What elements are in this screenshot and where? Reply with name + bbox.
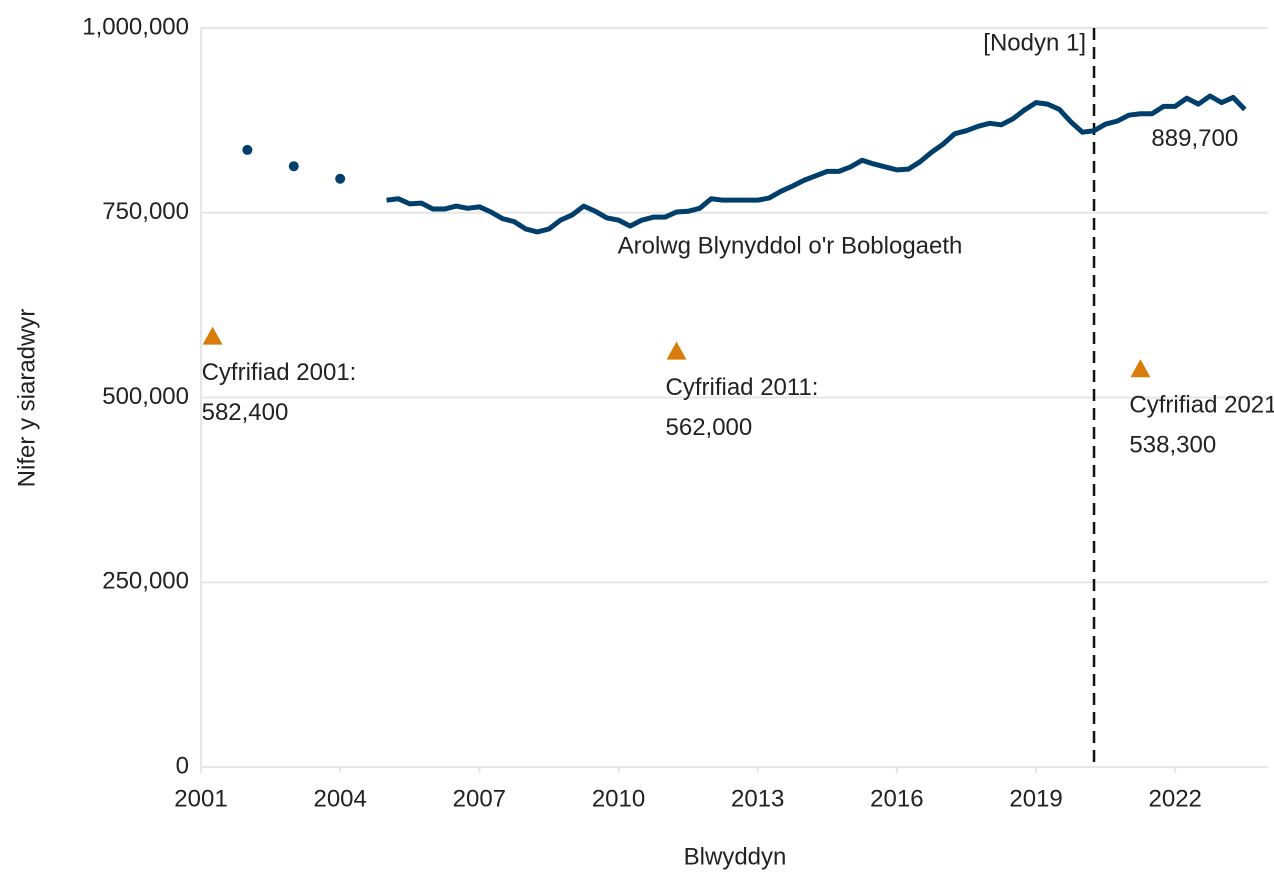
y-tick-label: 500,000: [102, 383, 189, 410]
triangle: [202, 326, 223, 345]
end-value-label: 889,700: [1151, 125, 1238, 152]
census-label: Cyfrifiad 2011:: [666, 374, 819, 401]
census-label: Cyfrifiad 2021: [1129, 392, 1274, 419]
x-tick-label: 2007: [453, 785, 506, 812]
line: [386, 93, 1247, 235]
triangle: [1130, 359, 1151, 378]
dot: [335, 173, 346, 184]
x-tick-label: 2010: [592, 785, 645, 812]
x-tick-label: 2013: [731, 785, 784, 812]
x-tick-label: 2004: [313, 785, 366, 812]
census-value-label: 538,300: [1129, 432, 1216, 459]
y-tick-label: 1,000,000: [82, 13, 189, 40]
x-tick-label: 2019: [1009, 785, 1062, 812]
x-axis-label: Blwyddyn: [684, 843, 787, 870]
y-tick-label: 250,000: [102, 568, 189, 595]
dot: [288, 161, 299, 172]
note-label: [Nodyn 1]: [983, 29, 1086, 56]
y-axis-label: Nifer y siaradwyr: [13, 309, 40, 488]
y-tick-label: 750,000: [102, 198, 189, 225]
x-tick-label: 2022: [1149, 785, 1202, 812]
census-value-label: 562,000: [666, 414, 753, 441]
x-tick-label: 2016: [870, 785, 923, 812]
series-label: Arolwg Blynyddol o'r Boblogaeth: [618, 232, 963, 259]
dot: [242, 144, 253, 155]
triangle: [666, 341, 687, 360]
y-tick-label: 0: [176, 752, 189, 779]
census-label: Cyfrifiad 2001:: [202, 359, 357, 386]
x-tick-label: 2001: [174, 785, 227, 812]
census-value-label: 582,400: [202, 399, 289, 426]
